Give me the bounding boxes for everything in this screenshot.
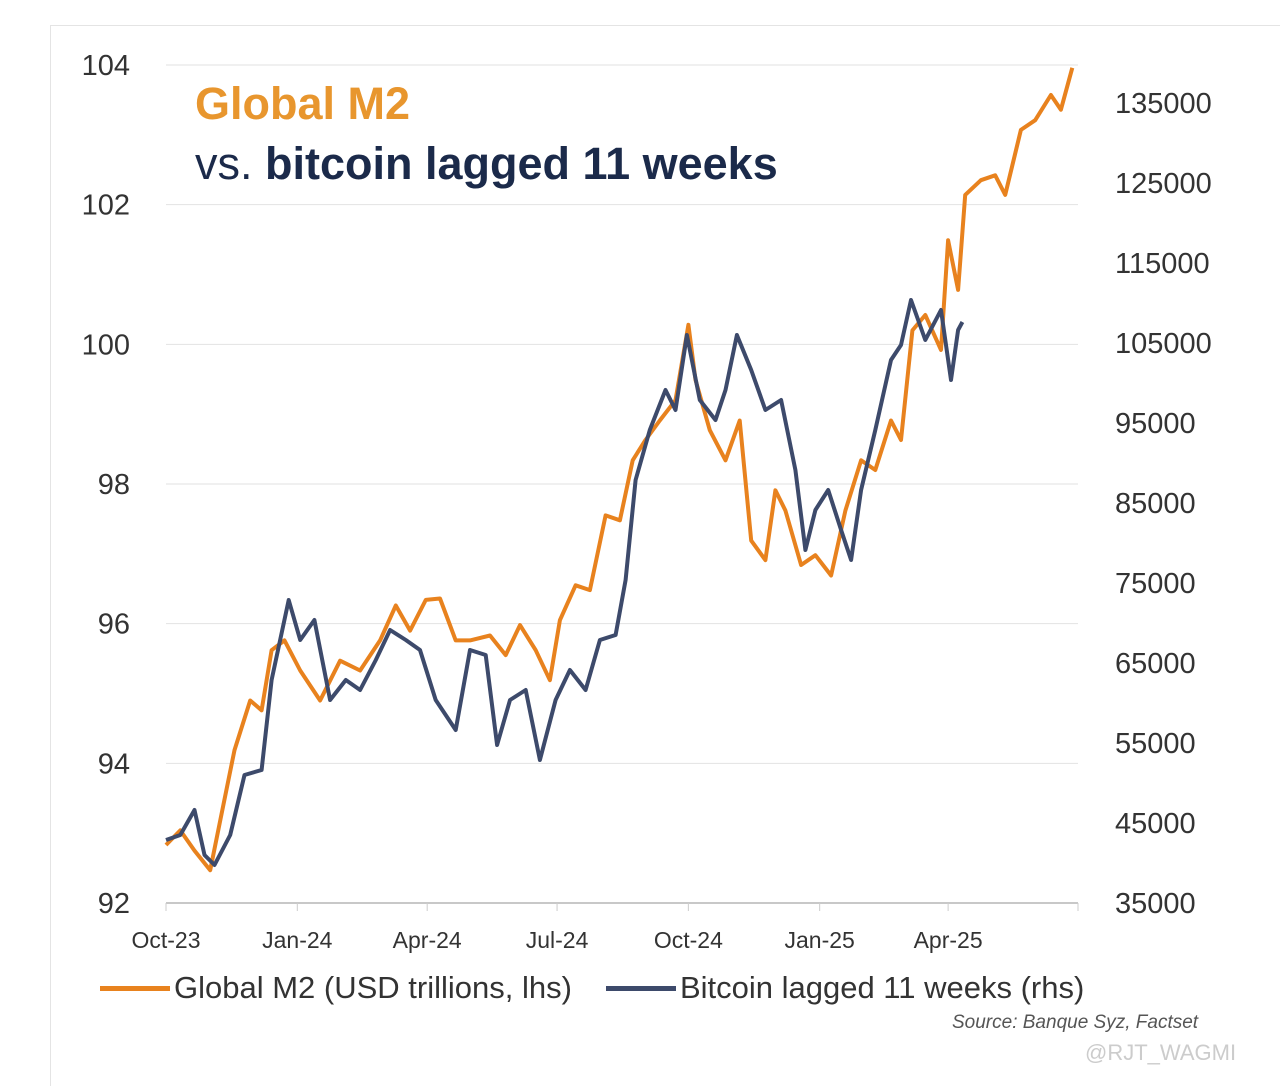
y-left-tick-label: 92: [98, 888, 130, 920]
y-right-tick-label: 115000: [1115, 248, 1210, 280]
y-left-tick-label: 100: [82, 329, 130, 361]
y-right-tick-label: 55000: [1115, 728, 1196, 760]
y-left-tick-label: 94: [98, 748, 130, 780]
legend-label-m2: Global M2 (USD trillions, lhs): [174, 970, 572, 1005]
watermark: @RJT_WAGMI: [1085, 1040, 1237, 1065]
legend-swatch-m2: [100, 985, 170, 991]
x-tick-label: Apr-24: [393, 927, 462, 953]
x-tick-label: Oct-24: [654, 927, 723, 953]
chart-frame: [50, 25, 1280, 1086]
series-line-bitcoin: [165, 298, 965, 867]
subtitle-prefix: vs.: [195, 138, 253, 189]
y-left-tick-label: 104: [82, 50, 130, 82]
y-right-tick-label: 45000: [1115, 808, 1196, 840]
x-tick-label: Apr-25: [914, 927, 983, 953]
subtitle-text: bitcoin lagged 11 weeks: [265, 138, 778, 189]
legend-label-bitcoin: Bitcoin lagged 11 weeks (rhs): [679, 970, 1085, 1005]
y-left-tick-label: 98: [98, 469, 130, 501]
y-left-tick-label: 102: [82, 190, 130, 222]
y-right-tick-label: 85000: [1115, 488, 1196, 520]
x-tick-label: Jul-24: [526, 927, 589, 953]
y-right-tick-label: 105000: [1115, 328, 1212, 360]
chart-title: Global M2: [195, 78, 411, 129]
y-right-tick-label: 95000: [1115, 408, 1196, 440]
legend-item-m2: Global M2 (USD trillions, lhs): [100, 970, 572, 1006]
source-note: Source: Banque Syz, Factset: [952, 1012, 1199, 1033]
y-right-tick-label: 135000: [1115, 88, 1212, 120]
legend-item-bitcoin: Bitcoin lagged 11 weeks (rhs): [605, 970, 1085, 1006]
legend-swatch-bitcoin: [605, 985, 676, 991]
y-left-tick-label: 96: [98, 609, 130, 641]
x-tick-label: Oct-23: [131, 927, 200, 953]
y-right-tick-label: 65000: [1115, 648, 1196, 680]
y-right-tick-label: 35000: [1115, 888, 1196, 920]
x-tick-label: Jan-25: [785, 927, 855, 953]
legend: Global M2 (USD trillions, lhs) Bitcoin l…: [100, 970, 1084, 1006]
chart-subtitle: vs. bitcoin lagged 11 weeks: [195, 138, 778, 190]
y-right-tick-label: 75000: [1115, 568, 1196, 600]
y-right-tick-label: 125000: [1115, 168, 1212, 200]
x-tick-label: Jan-24: [262, 927, 333, 953]
